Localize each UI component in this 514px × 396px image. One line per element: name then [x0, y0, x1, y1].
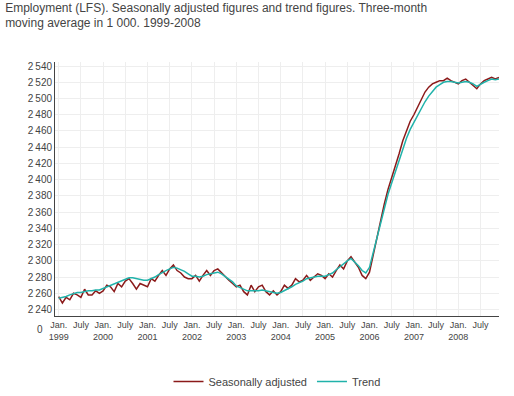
svg-text:July: July	[339, 320, 356, 330]
svg-text:2 540: 2 540	[28, 61, 53, 72]
svg-text:2 340: 2 340	[28, 223, 53, 234]
svg-text:July: July	[73, 320, 90, 330]
svg-text:Jan.2000: Jan.2000	[93, 320, 113, 342]
svg-text:Jan.2005: Jan.2005	[315, 320, 335, 342]
svg-text:Jan.2001: Jan.2001	[137, 320, 157, 342]
svg-text:2 320: 2 320	[28, 239, 53, 250]
svg-text:2 380: 2 380	[28, 190, 53, 201]
svg-text:July: July	[117, 320, 134, 330]
svg-text:2 280: 2 280	[28, 272, 53, 283]
svg-text:July: July	[206, 320, 223, 330]
svg-text:2 300: 2 300	[28, 255, 53, 266]
svg-text:2 260: 2 260	[28, 288, 53, 299]
svg-text:July: July	[472, 320, 489, 330]
svg-text:Employment (LFS). Seasonally a: Employment (LFS). Seasonally adjusted fi…	[5, 1, 427, 31]
svg-text:2 500: 2 500	[28, 93, 53, 104]
svg-text:0: 0	[37, 324, 43, 335]
svg-text:2 420: 2 420	[28, 158, 53, 169]
svg-text:July: July	[384, 320, 401, 330]
svg-text:Jan.2002: Jan.2002	[182, 320, 202, 342]
svg-text:Trend: Trend	[352, 376, 380, 388]
svg-text:2 240: 2 240	[28, 304, 53, 315]
svg-text:Jan.2008: Jan.2008	[448, 320, 468, 342]
svg-text:July: July	[428, 320, 445, 330]
svg-text:July: July	[295, 320, 312, 330]
svg-text:July: July	[250, 320, 267, 330]
svg-text:2 360: 2 360	[28, 207, 53, 218]
svg-text:Jan.2003: Jan.2003	[226, 320, 246, 342]
svg-text:2 520: 2 520	[28, 77, 53, 88]
svg-text:2 480: 2 480	[28, 109, 53, 120]
svg-text:Jan.2006: Jan.2006	[359, 320, 379, 342]
svg-text:July: July	[162, 320, 179, 330]
svg-text:Seasonally adjusted: Seasonally adjusted	[209, 376, 307, 388]
svg-text:Jan.1999: Jan.1999	[49, 320, 69, 342]
svg-text:Jan.2007: Jan.2007	[404, 320, 424, 342]
svg-text:2 400: 2 400	[28, 174, 53, 185]
svg-text:Jan.2004: Jan.2004	[271, 320, 291, 342]
svg-text:2 440: 2 440	[28, 142, 53, 153]
svg-text:2 460: 2 460	[28, 125, 53, 136]
